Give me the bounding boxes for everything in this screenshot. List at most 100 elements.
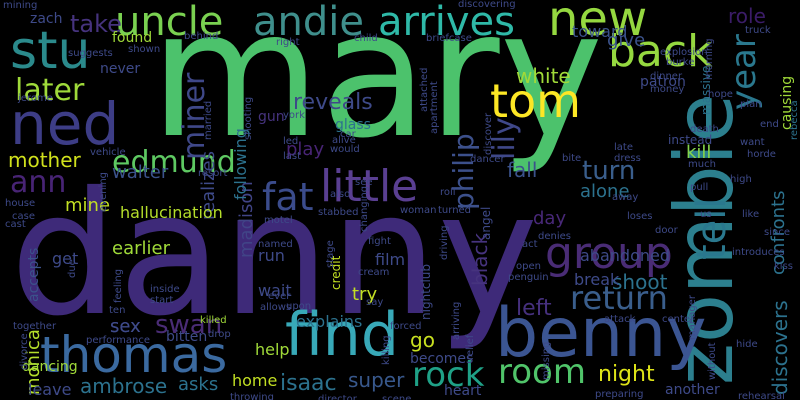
word: discover [483,112,494,155]
word: angel [479,206,493,240]
word: gun [258,109,285,125]
word: death [690,124,719,135]
word: resort [198,168,228,179]
word: throwing [230,392,274,400]
word: together [13,321,57,332]
word: nightclub [419,263,433,320]
word: room [498,352,586,392]
word: act [522,239,538,250]
word: left [516,296,552,321]
word: apartment [429,81,440,134]
word: get [52,249,79,268]
word: shown [128,44,161,55]
word: inside [150,284,180,295]
word: truck [745,25,771,36]
word: accepts [26,247,42,302]
word: another [665,382,720,398]
word: end [760,119,779,130]
word: driving [439,225,450,260]
word: door [655,225,678,236]
word: rebecca [789,100,800,140]
word: married [203,100,214,140]
word: sex [110,316,141,337]
word: mary [150,0,604,177]
word: cream [358,267,390,278]
word: explosion [660,47,708,58]
word: cast [5,219,26,230]
word: roll [440,187,456,198]
word: child [354,33,378,44]
word: hope [708,89,733,100]
word: film [375,250,406,269]
word: fight [368,236,391,247]
word: case [12,211,35,222]
word: changing [359,185,370,232]
word: abandoned [580,246,670,265]
word: right [276,37,300,48]
word: return [570,279,668,317]
word: penguin [508,272,549,283]
word: philip [447,133,480,210]
word: hallucination [120,203,223,222]
word: thomas [40,326,228,384]
word: allows [260,302,292,313]
word: suggests [68,48,113,59]
word: patron [640,74,686,90]
word: york [283,110,305,121]
word: start [150,295,174,306]
word: back [608,26,713,77]
word: role [728,4,766,28]
word: bitten [166,329,208,345]
word: reveals [293,90,373,115]
word: fall [507,158,538,182]
word: isaac [280,371,337,396]
word: group [545,228,673,279]
word: due [67,259,78,278]
word: say [366,297,384,308]
word: pull [690,182,709,193]
word: led [283,136,299,147]
word: turn [582,156,636,186]
word: morning [704,38,715,80]
word: behind [184,31,219,42]
word: turned [438,205,472,216]
word: ambrose [80,374,168,398]
word: alive [332,135,356,146]
word: forced [390,321,422,332]
word: high [730,174,752,185]
word: new [548,0,648,47]
word: alone [580,181,630,202]
word: arriving [451,301,462,340]
word: wait [258,281,292,300]
word: briefcase [426,33,472,44]
word: dress [614,153,641,164]
word: black [468,232,492,286]
word: becomes [410,351,474,367]
word: give [607,30,646,51]
word: relief [465,334,476,360]
word: try [352,284,378,305]
word: walter [112,162,169,183]
word: tell [689,197,735,260]
word: away [612,192,639,203]
word: ever [268,291,291,302]
word: last [283,151,302,162]
word: uncle [115,0,224,45]
word: loses [627,211,653,222]
word: find [285,300,399,370]
word: feeling [113,268,124,303]
word: also [330,189,351,200]
word: divorce [19,333,30,370]
word: go [410,328,435,352]
word: us [700,209,712,220]
word: attack [604,314,636,325]
word: burke [666,57,695,68]
word: stabbed [318,207,359,218]
word: zach [30,11,63,27]
word: fat [262,175,314,219]
word: play [286,139,325,160]
word: bite [562,153,582,164]
word: sex [110,316,141,337]
word: stage [325,240,336,268]
word: day [533,208,567,229]
